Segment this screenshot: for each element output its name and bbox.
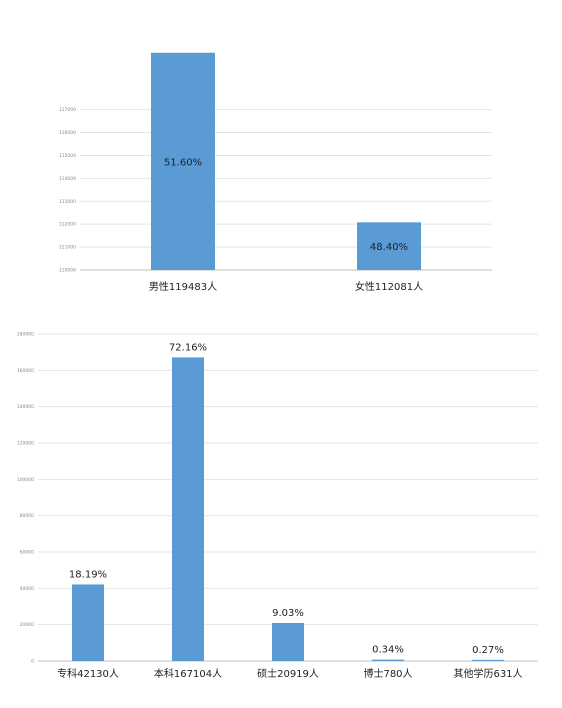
y-tick-label: 60000 [20, 550, 34, 556]
y-tick-label: 100000 [17, 477, 34, 483]
y-tick-label: 140000 [17, 404, 34, 410]
y-tick-label: 160000 [17, 368, 34, 374]
y-tick-label: 0 [31, 659, 34, 665]
x-category-label: 女性112081人 [355, 280, 423, 293]
x-category-label: 男性119483人 [149, 280, 217, 293]
data-label: 51.60% [164, 157, 202, 168]
y-tick-label: 120000 [17, 441, 34, 447]
x-category-label: 博士780人 [363, 667, 412, 680]
data-label: 72.16% [169, 342, 207, 353]
data-label: 9.03% [272, 608, 304, 619]
x-category-label: 专科42130人 [57, 667, 119, 680]
bar [151, 52, 215, 271]
y-tick-label: 117000 [59, 107, 76, 113]
y-tick-label: 115000 [59, 153, 76, 159]
x-category-label: 硕士20919人 [257, 667, 319, 680]
x-category-label: 本科167104人 [154, 667, 222, 680]
bar [172, 357, 204, 661]
y-tick-label: 180000 [17, 332, 34, 338]
education-chart: 0 20000 40000 60000 80000 100000 120000 140000 1… [0, 318, 562, 703]
education-bar-chart: 0 20000 40000 60000 80000 100000 120000 140000 1… [17, 332, 538, 680]
y-tick-label: 110000 [59, 268, 76, 274]
y-tick-label: 20000 [20, 622, 34, 628]
y-tick-label: 116000 [59, 130, 76, 136]
gender-chart: 110000 111000 112000 113000 114000 115000 1160… [0, 0, 562, 310]
y-tick-label: 112000 [59, 222, 76, 228]
gender-bar-chart: 110000 111000 112000 113000 114000 115000 1160… [59, 52, 492, 293]
bar [272, 622, 304, 661]
bar [472, 659, 504, 661]
y-tick-label: 40000 [20, 586, 34, 592]
bar [72, 584, 104, 661]
y-tick-label: 111000 [59, 245, 76, 251]
data-label: 48.40% [370, 242, 408, 253]
bar [372, 659, 404, 661]
y-tick-label: 113000 [59, 199, 76, 205]
y-tick-label: 80000 [20, 513, 34, 519]
data-label: 0.34% [372, 645, 404, 656]
bar [357, 222, 421, 270]
y-tick-label: 114000 [59, 176, 76, 182]
data-label: 0.27% [472, 645, 504, 656]
data-label: 18.19% [69, 569, 107, 580]
x-category-label: 其他学历631人 [453, 667, 522, 680]
